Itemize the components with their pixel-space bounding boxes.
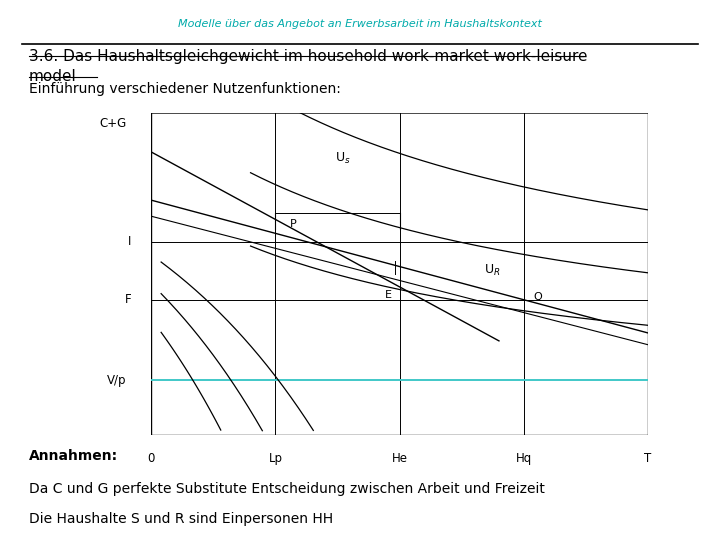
Text: Modelle über das Angebot an Erwerbsarbeit im Haushaltskontext: Modelle über das Angebot an Erwerbsarbei…	[178, 19, 542, 29]
Text: model: model	[29, 69, 76, 84]
Text: Da C und G perfekte Substitute Entscheidung zwischen Arbeit und Freizeit: Da C und G perfekte Substitute Entscheid…	[29, 482, 544, 496]
Text: E: E	[384, 290, 392, 300]
Text: Annahmen:: Annahmen:	[29, 449, 118, 463]
Text: I: I	[128, 235, 131, 248]
Text: Hq: Hq	[516, 453, 532, 465]
Text: C+G: C+G	[99, 117, 127, 130]
Text: U$_s$: U$_s$	[335, 151, 351, 166]
Text: V/p: V/p	[107, 374, 127, 387]
Text: Die Haushalte S und R sind Einpersonen HH: Die Haushalte S und R sind Einpersonen H…	[29, 512, 333, 526]
Text: P: P	[290, 219, 297, 230]
Text: He: He	[392, 453, 408, 465]
Text: T: T	[644, 453, 652, 465]
Text: Einführung verschiedener Nutzenfunktionen:: Einführung verschiedener Nutzenfunktione…	[29, 82, 341, 96]
Text: Lp: Lp	[269, 453, 282, 465]
Text: 0: 0	[148, 453, 155, 465]
Text: 3.6. Das Haushaltsgleichgewicht im household work-market work-leisure: 3.6. Das Haushaltsgleichgewicht im house…	[29, 49, 588, 64]
Text: Q: Q	[534, 292, 542, 301]
Text: U$_R$: U$_R$	[484, 263, 500, 278]
Text: F: F	[125, 293, 131, 306]
